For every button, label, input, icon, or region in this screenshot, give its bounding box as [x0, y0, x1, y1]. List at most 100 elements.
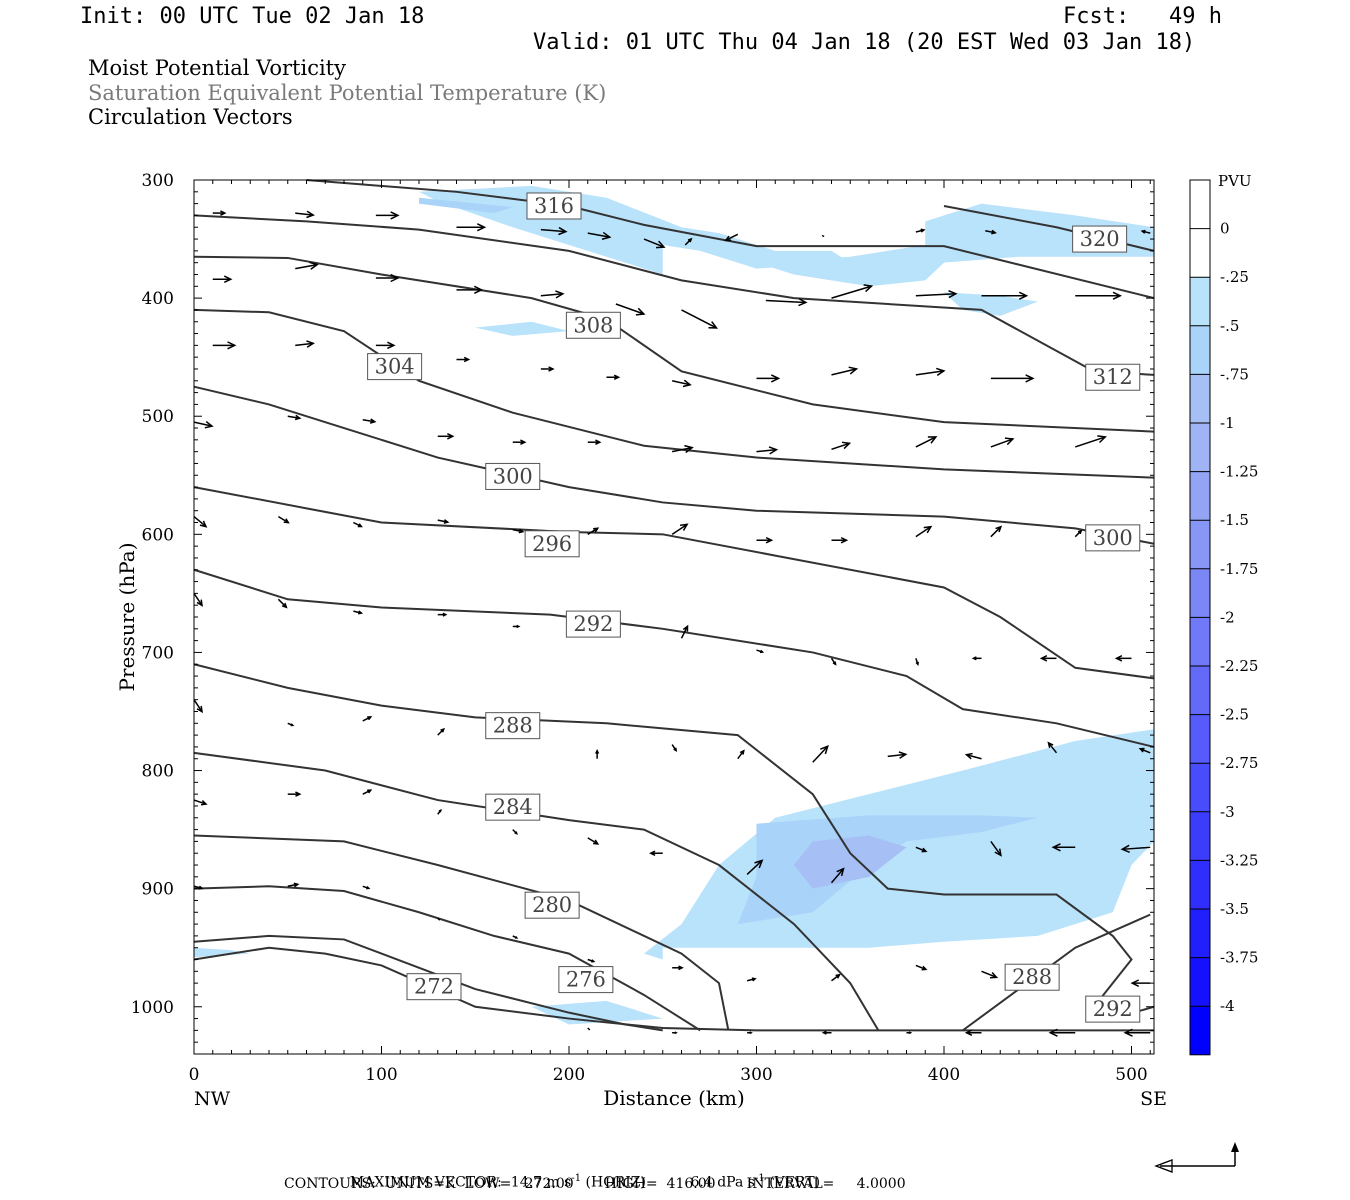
vector-arrow — [587, 527, 600, 535]
theta-contour-296 — [193, 486, 1155, 680]
y-tick-label: 400 — [142, 289, 174, 309]
vector-arrow — [1140, 229, 1151, 234]
valid-time: Valid: 01 UTC Thu 04 Jan 18 (20 EST Wed … — [533, 30, 1196, 55]
vector-arrow — [277, 598, 288, 609]
vector-arrow — [437, 808, 442, 815]
vector-arrow — [812, 745, 829, 763]
contour-label-text: 300 — [493, 464, 533, 488]
vector-arrow — [737, 749, 745, 760]
contour-label-text: 320 — [1080, 227, 1120, 251]
vector-arrow — [756, 649, 765, 654]
x-tick-label: 200 — [553, 1065, 585, 1085]
contour-label-text: 288 — [493, 714, 533, 738]
vector-arrow — [540, 226, 568, 236]
vector-arrow — [831, 536, 849, 544]
vector-arrow — [906, 1031, 913, 1035]
vector-arrow — [456, 356, 471, 363]
pv-region-6 — [194, 947, 251, 958]
forecast-hour: Fcst: 49 h — [1063, 4, 1222, 29]
colorbar-swatch — [1190, 957, 1210, 1007]
colorbar-level-label: -3 — [1220, 803, 1235, 821]
contour-label: 308 — [565, 311, 621, 339]
vector-arrow — [821, 1030, 832, 1035]
x-tick-label: 300 — [740, 1065, 772, 1085]
colorbar-unit: PVU — [1218, 172, 1252, 190]
contour-label: 284 — [485, 793, 541, 821]
vector-arrow — [821, 234, 825, 238]
pv-region-3 — [475, 321, 569, 336]
y-tick-label: 300 — [142, 171, 174, 191]
y-axis-title: Pressure (hPa) — [115, 543, 139, 692]
contour-label-text: 272 — [414, 975, 454, 999]
theta-contour-308 — [193, 255, 1155, 433]
max-vector-line: MAXIMUM VECTOR: 14.7 m s-1 (HORIZ) 6.4 d… — [341, 1157, 820, 1191]
colorbar-level-label: -.25 — [1220, 268, 1249, 286]
vector-arrow — [831, 284, 874, 299]
contour-label: 292 — [565, 610, 621, 638]
vector-arrow — [964, 752, 982, 760]
vector-arrow — [830, 867, 845, 884]
contour-label: 312 — [1085, 363, 1141, 391]
horiz-unit: (HORIZ) — [585, 1174, 646, 1191]
colorbar-swatch — [1190, 666, 1210, 715]
colorbar-level-label: -1.75 — [1220, 560, 1258, 578]
colorbar-level-label: -1 — [1220, 414, 1235, 432]
colorbar-level-label: -.5 — [1220, 317, 1239, 335]
vector-arrow — [985, 229, 997, 235]
vector-arrow — [765, 297, 808, 307]
vector-arrow — [1138, 747, 1151, 754]
vector-arrow — [1123, 1028, 1151, 1037]
vert-value: 6.4 dPa s — [690, 1174, 755, 1191]
vector-arrow — [981, 291, 1029, 300]
theta-contour-312 — [193, 214, 1155, 376]
contour-label-text: 292 — [1093, 997, 1133, 1021]
contour-label-text: 284 — [493, 795, 533, 819]
y-tick-label: 900 — [142, 880, 174, 900]
colorbar-swatch — [1190, 1006, 1210, 1055]
vector-arrow — [672, 965, 684, 971]
y-tick-label: 500 — [142, 407, 174, 427]
vector-arrow — [990, 840, 1002, 857]
vector-arrow — [671, 523, 689, 535]
vector-arrow — [672, 1031, 678, 1035]
vector-arrow — [193, 592, 203, 607]
theta-contour-276 — [193, 934, 663, 1032]
vector-arrow — [981, 970, 999, 979]
vector-arrow — [362, 418, 377, 424]
colorbar-level-label: -1.25 — [1220, 463, 1258, 481]
vector-arrow — [1039, 655, 1057, 662]
x-tick-label: 500 — [1115, 1065, 1147, 1085]
vector-arrow — [746, 977, 757, 982]
vector-arrow — [756, 374, 781, 383]
y-axis-label: Pressure (hPa) — [115, 543, 139, 692]
vector-arrow — [287, 882, 300, 888]
colorbar-swatch — [1190, 228, 1210, 278]
vector-arrow — [287, 414, 302, 421]
contour-label: 280 — [524, 891, 580, 919]
theta-contour-280 — [193, 885, 701, 1032]
colorbar-level-label: -3.5 — [1220, 900, 1249, 918]
vector-arrow — [671, 379, 692, 388]
vector-arrow — [831, 973, 841, 982]
vector-arrow — [295, 261, 319, 270]
vector-arrow — [830, 657, 837, 666]
theta-contour-288 — [193, 751, 880, 1031]
theta-contour-300 — [193, 385, 1155, 545]
vector-arrow — [587, 231, 612, 241]
se-label: SE — [1140, 1088, 1167, 1110]
vector-arrow — [680, 624, 689, 639]
vector-arrow — [587, 837, 600, 845]
colorbar-swatch — [1190, 568, 1210, 618]
vector-arrow — [915, 367, 946, 376]
contour-label: 288 — [1004, 963, 1060, 991]
vector-arrow — [681, 309, 719, 329]
contour-label-text: 292 — [573, 612, 613, 636]
reference-vector — [1154, 1142, 1239, 1173]
vector-arrow — [587, 1027, 591, 1031]
vector-arrow — [456, 223, 487, 232]
vector-arrow — [1048, 1028, 1076, 1037]
y-tick-label: 1000 — [131, 998, 174, 1018]
contour-info: CONTOURS: UNITS=K LOW= 272.00 HIGH= 416.… — [284, 1176, 906, 1192]
colorbar-level-label: -3.25 — [1220, 851, 1258, 869]
vector-arrow — [193, 799, 208, 806]
